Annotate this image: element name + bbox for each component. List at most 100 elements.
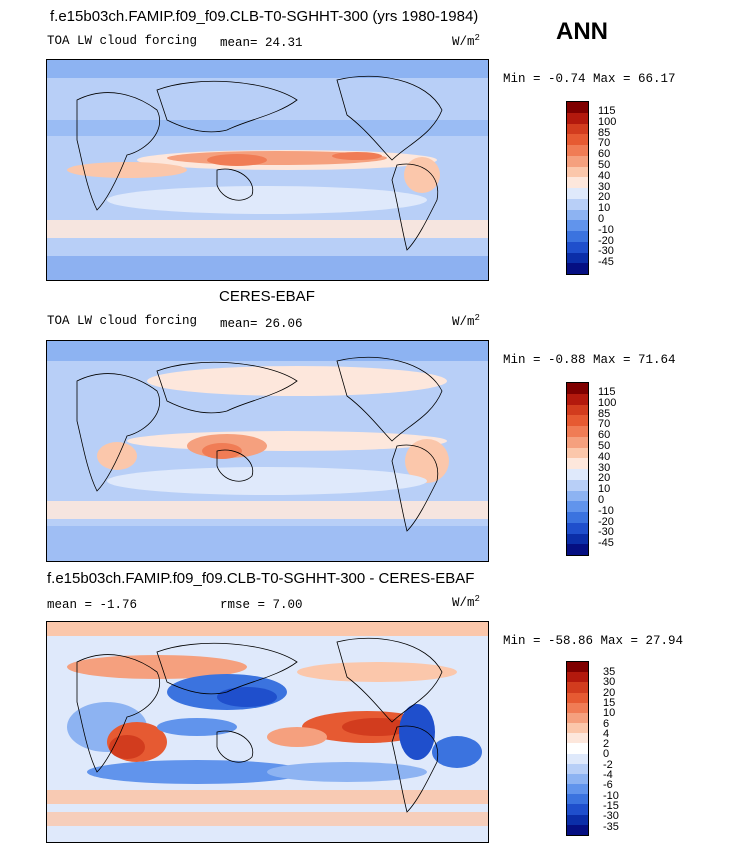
colorbar-tick-label: -30 (598, 245, 614, 258)
panel2-field-label: TOA LW cloud forcing (47, 314, 198, 328)
panel2-colorbar (566, 382, 589, 556)
panel2-mean: mean= 26.06 (220, 317, 303, 331)
colorbar-swatch (567, 123, 588, 135)
colorbar-tick-label: 10 (598, 202, 611, 215)
panel3-rmse: rmse = 7.00 (220, 598, 303, 612)
colorbar-tick-label: -6 (603, 779, 613, 792)
colorbar-tick-label: 100 (598, 396, 617, 409)
colorbar-swatch (567, 415, 588, 426)
panel2-title: CERES-EBAF (219, 288, 315, 305)
panel2-units-text: W/m (452, 315, 475, 330)
colorbar-swatch (567, 166, 588, 178)
colorbar-tick-label: 0 (603, 748, 610, 761)
panel1-mean-label: mean= (220, 36, 258, 50)
colorbar-tick-label: 40 (598, 169, 611, 182)
colorbar-tick-label: 70 (598, 137, 611, 150)
colorbar-tick-label: 15 (603, 696, 616, 709)
colorbar-tick-label: 100 (598, 115, 617, 128)
colorbar-swatch (567, 102, 588, 113)
colorbar-swatch (567, 436, 588, 448)
colorbar-swatch (567, 241, 588, 253)
colorbar-swatch (567, 393, 588, 405)
panel1-units: W/m2 (452, 33, 480, 49)
colorbar-swatch (567, 814, 588, 825)
colorbar-tick-label: 60 (598, 429, 611, 442)
colorbar-swatch (567, 479, 588, 491)
colorbar-swatch (567, 145, 588, 156)
colorbar-tick-label: 85 (598, 126, 611, 139)
season-label: ANN (556, 18, 608, 45)
panel1-units-sup: 2 (474, 33, 480, 43)
colorbar-tick-label: 115 (598, 105, 616, 117)
panel3-title: f.e15b03ch.FAMIP.f09_f09.CLB-T0-SGHHT-30… (47, 570, 475, 587)
panel3-minmax: Min = -58.86 Max = 27.94 (503, 634, 684, 648)
colorbar-tick-label: 20 (598, 191, 611, 204)
colorbar-tick-label: -20 (598, 515, 614, 528)
colorbar-swatch (567, 763, 588, 774)
colorbar-tick-label: -30 (598, 526, 614, 539)
colorbar-tick-label: 20 (598, 472, 611, 485)
colorbar-swatch (567, 512, 588, 523)
panel2-units-sup: 2 (474, 313, 480, 323)
colorbar-tick-label: 50 (598, 440, 611, 452)
panel1-units-text: W/m (452, 35, 475, 50)
colorbar-swatch (567, 404, 588, 416)
colorbar-swatch (567, 447, 588, 459)
colorbar-tick-label: -35 (603, 820, 619, 833)
panel2-units: W/m2 (452, 313, 480, 329)
colorbar-swatch (567, 712, 588, 724)
panel3-map (46, 621, 489, 843)
colorbar-swatch (567, 177, 588, 188)
colorbar-swatch (567, 490, 588, 502)
colorbar-swatch (567, 682, 588, 693)
colorbar-tick-label: 70 (598, 418, 611, 431)
colorbar-tick-label: -20 (598, 234, 614, 247)
colorbar-swatch (567, 533, 588, 545)
panel3-units-text: W/m (452, 596, 475, 611)
colorbar-swatch (567, 662, 588, 673)
colorbar-tick-label: 10 (598, 483, 611, 496)
colorbar-swatch (567, 544, 588, 555)
colorbar-swatch (567, 733, 588, 744)
colorbar-tick-label: -10 (598, 504, 614, 517)
colorbar-tick-label: 30 (598, 461, 611, 474)
colorbar-swatch (567, 155, 588, 167)
panel1-title: f.e15b03ch.FAMIP.f09_f09.CLB-T0-SGHHT-30… (50, 8, 479, 25)
colorbar-swatch (567, 672, 588, 683)
colorbar-tick-label: 50 (598, 159, 611, 171)
colorbar-tick-label: 30 (603, 676, 616, 689)
colorbar-swatch (567, 198, 588, 210)
panel3-mean: mean = -1.76 (47, 598, 137, 612)
colorbar-swatch (567, 702, 588, 713)
colorbar-swatch (567, 743, 588, 754)
colorbar-tick-label: -10 (603, 789, 619, 802)
panel3-rmse-value: 7.00 (272, 598, 303, 612)
colorbar-tick-label: 20 (603, 686, 616, 699)
panel2-mean-label: mean= (220, 317, 258, 331)
panel1-mean-value: 24.31 (265, 36, 303, 50)
colorbar-tick-label: 0 (598, 494, 605, 506)
panel3-mean-value: -1.76 (99, 598, 138, 612)
colorbar-swatch (567, 383, 588, 394)
colorbar-swatch (567, 134, 588, 145)
colorbar-tick-label: 0 (598, 213, 605, 225)
colorbar-tick-label: 2 (603, 738, 610, 751)
panel1-minmax: Min = -0.74 Max = 66.17 (503, 72, 676, 86)
panel1-colorbar (566, 101, 589, 275)
colorbar-tick-label: -10 (598, 223, 614, 236)
colorbar-swatch (567, 220, 588, 231)
panel1-field-label: TOA LW cloud forcing (47, 34, 198, 48)
colorbar-tick-label: 60 (598, 148, 611, 161)
colorbar-swatch (567, 522, 588, 534)
colorbar-tick-label: 10 (603, 707, 616, 720)
colorbar-tick-label: -45 (598, 256, 614, 269)
colorbar-swatch (567, 692, 588, 703)
colorbar-swatch (567, 469, 588, 480)
colorbar-tick-label: 30 (598, 180, 611, 193)
panel3-rmse-label: rmse = (220, 598, 266, 612)
colorbar-tick-label: 35 (603, 666, 616, 678)
colorbar-tick-label: 40 (598, 450, 611, 463)
panel1-map (46, 59, 489, 281)
panel3-mean-label: mean = (47, 598, 93, 612)
colorbar-swatch (567, 784, 588, 795)
